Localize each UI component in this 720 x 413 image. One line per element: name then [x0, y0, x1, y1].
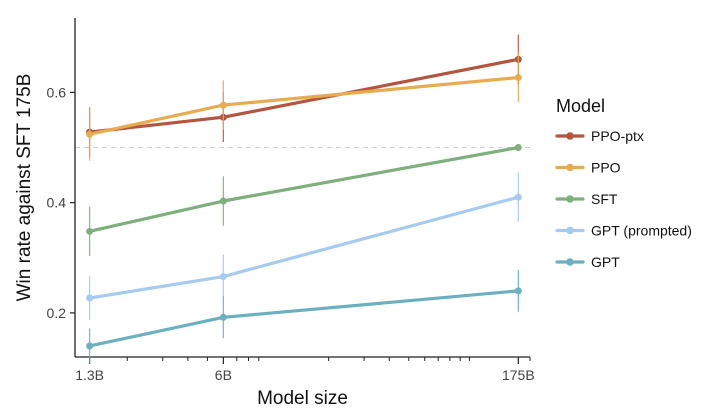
data-point [514, 144, 522, 152]
legend-label: SFT [591, 191, 618, 207]
data-point [514, 287, 522, 295]
legend-label: GPT (prompted) [591, 223, 692, 239]
x-tick-label: 175B [502, 367, 535, 383]
legend-item-ppo-ptx: PPO-ptx [555, 128, 644, 144]
legend-item-ppo: PPO [555, 160, 621, 176]
series-line [88, 195, 520, 300]
series-layer [86, 34, 522, 364]
data-point [219, 273, 227, 281]
series-gpt [86, 269, 522, 364]
series-line [88, 145, 520, 233]
data-point [514, 193, 522, 201]
data-point [219, 197, 227, 205]
legend-swatch-point [566, 163, 574, 172]
x-tick-label: 6B [215, 367, 232, 383]
legend-label: PPO-ptx [591, 128, 644, 144]
axis-labels: Model size Win rate against SFT 175B [14, 74, 348, 409]
y-tick-label: 0.2 [47, 305, 67, 321]
data-point [514, 74, 522, 82]
series-gpt-prompted [86, 172, 522, 321]
y-tick-label: 0.4 [47, 195, 67, 211]
x-axis-title: Model size [257, 388, 348, 409]
legend-label: PPO [591, 160, 621, 176]
data-point [86, 227, 94, 235]
legend-title: Model [556, 96, 605, 116]
series-ppo-ptx [86, 34, 522, 157]
data-point [86, 342, 94, 350]
x-tick-label: 1.3B [75, 367, 104, 383]
legend: Model PPO-ptx PPO SFT GPT (prompted) GPT [555, 96, 692, 270]
data-point [219, 313, 227, 321]
legend-swatch-point [566, 226, 574, 235]
y-tick-label: 0.6 [47, 84, 67, 100]
data-point [86, 294, 94, 302]
legend-item-gpt-prompted: GPT (prompted) [555, 223, 692, 239]
series-ppo [86, 52, 522, 161]
legend-item-gpt: GPT [555, 254, 620, 270]
legend-label: GPT [591, 254, 620, 270]
series-line [88, 289, 520, 348]
legend-swatch-point [566, 132, 574, 140]
legend-swatch-point [566, 195, 574, 203]
legend-swatch-point [566, 258, 574, 266]
axes: 0.2 0.4 0.6 1.3B 6B 175B [47, 18, 535, 383]
y-axis-title: Win rate against SFT 175B [14, 74, 35, 302]
data-point [86, 130, 94, 138]
data-point [219, 101, 227, 109]
series-sft [86, 144, 522, 257]
legend-item-sft: SFT [555, 191, 618, 207]
